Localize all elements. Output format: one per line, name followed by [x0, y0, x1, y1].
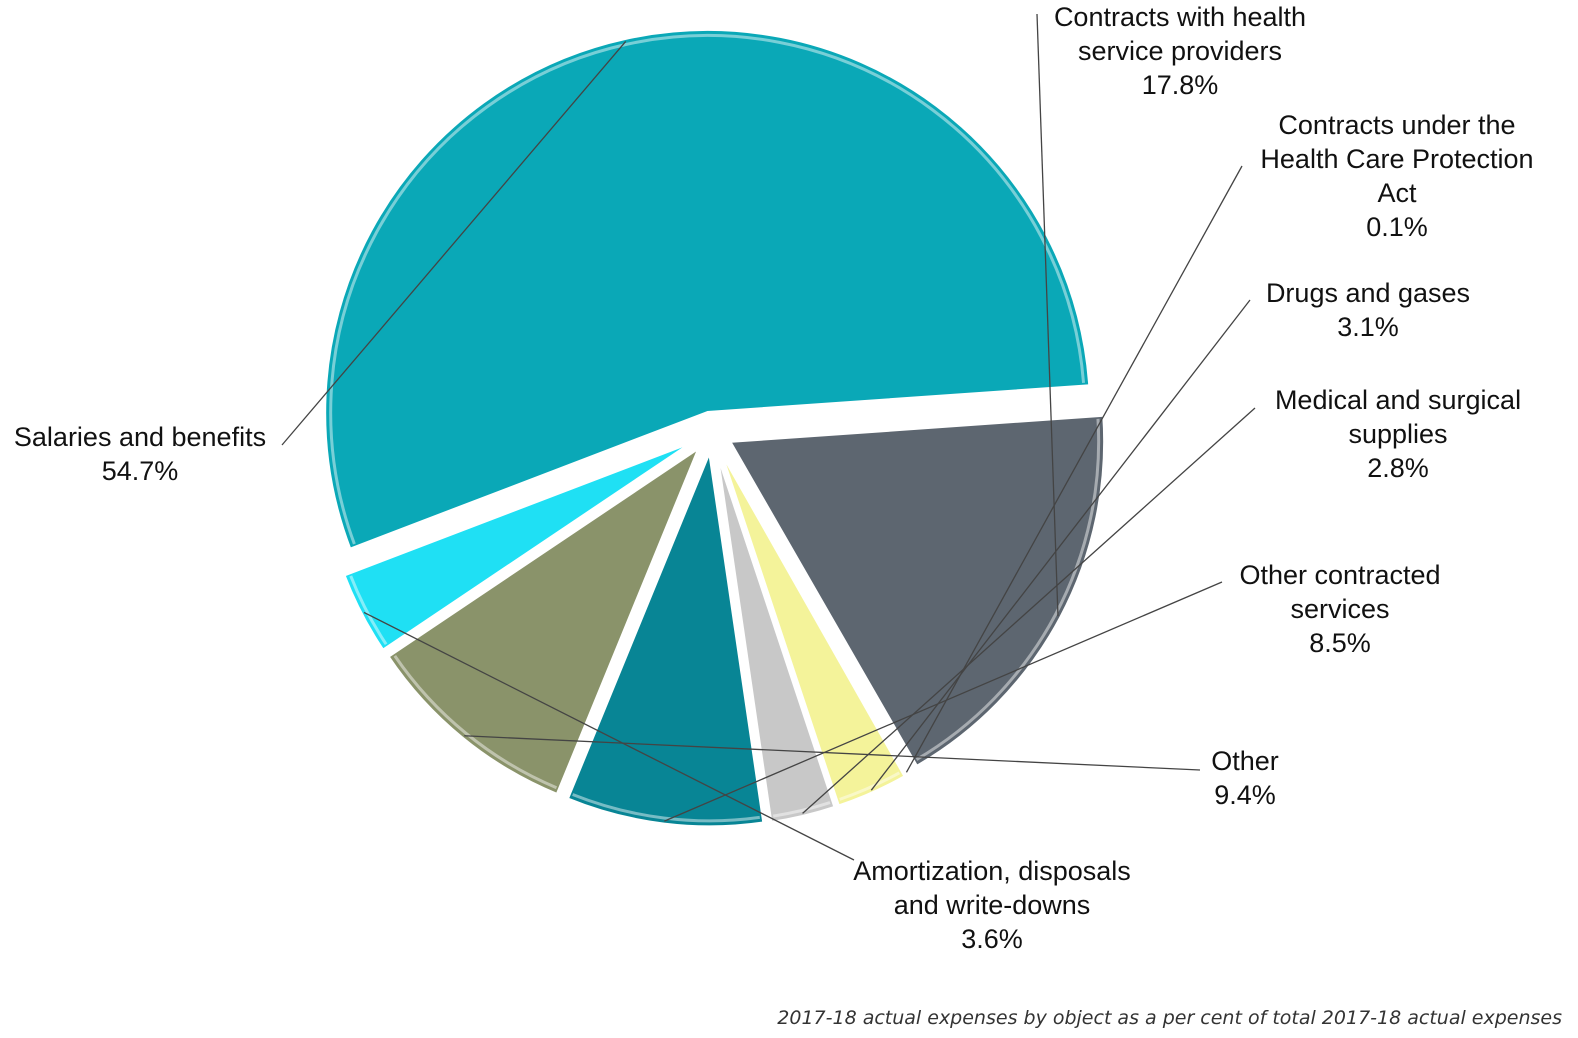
slice-label-line: services — [1290, 594, 1389, 624]
slice-label-other-contracted: Other contracted services 8.5% — [1239, 560, 1440, 658]
slice-labels: Contracts with health service providers 17… — [14, 2, 1534, 954]
slice-label-contracts-under-the: Contracts under the Health Care Protectio… — [1260, 110, 1533, 242]
chart-caption: 2017-18 actual expenses by object as a p… — [777, 1007, 1562, 1029]
slice-label-line: Health Care Protection — [1260, 144, 1533, 174]
leader-line-other-contracted — [664, 581, 1223, 822]
pie-slice-rim-medical-and-surgical — [772, 801, 831, 818]
leader-line-drugs-and-gases — [870, 299, 1251, 791]
pie-slice-rim-salaries-and-benefits — [329, 33, 1086, 545]
slice-label-line: 0.1% — [1366, 212, 1428, 242]
pie-slices — [323, 28, 1107, 829]
pie-slice-rim-other — [393, 655, 558, 790]
slice-label-medical-and-surgical: Medical and surgical supplies 2.8% — [1275, 385, 1521, 483]
slice-label-line: Amortization, disposals — [853, 856, 1131, 886]
pie-slice-rim-contracts-with-health — [915, 418, 1101, 761]
slice-label-line: 17.8% — [1142, 70, 1219, 100]
slice-label-line: Act — [1377, 178, 1417, 208]
slice-label-line: Other contracted — [1239, 560, 1440, 590]
pie-slice-amortization-disposals — [342, 439, 696, 653]
slice-label-line: 9.4% — [1214, 780, 1276, 810]
slice-label-salaries-and-benefits: Salaries and benefits 54.7% — [14, 422, 266, 486]
slice-label-line: 3.6% — [961, 924, 1023, 954]
slice-label-line: 2.8% — [1367, 453, 1429, 483]
slice-label-line: Contracts with health — [1054, 2, 1306, 32]
slice-label-line: Medical and surgical — [1275, 385, 1521, 415]
slice-label-line: 3.1% — [1337, 312, 1399, 342]
slice-label-line: Drugs and gases — [1266, 278, 1470, 308]
slice-label-line: Contracts under the — [1278, 110, 1515, 140]
pie-slice-contracts-under-the — [720, 448, 912, 778]
leader-line-amortization-disposals — [363, 611, 855, 861]
slice-label-other: Other 9.4% — [1211, 746, 1279, 810]
leader-line-salaries-and-benefits — [281, 40, 627, 446]
slice-label-contracts-with-health: Contracts with health service providers 17… — [1054, 2, 1306, 100]
pie-slice-rim-amortization-disposals — [349, 575, 388, 646]
leader-lines — [281, 13, 1256, 861]
slice-label-amortization-disposals: Amortization, disposals and write-downs 3.… — [853, 856, 1131, 954]
leader-line-other — [464, 735, 1201, 771]
pie-slice-rim-other-contracted — [572, 793, 760, 823]
slice-label-line: service providers — [1078, 36, 1282, 66]
pie-slice-medical-and-surgical — [715, 450, 837, 825]
pie-slice-other-contracted — [565, 446, 766, 829]
slice-label-line: and write-downs — [894, 890, 1091, 920]
pie-slice-rim-drugs-and-gases — [839, 771, 901, 801]
slice-label-line: 8.5% — [1309, 628, 1371, 658]
slice-label-line: Other — [1211, 746, 1279, 776]
slice-label-line: 54.7% — [102, 456, 179, 486]
leader-line-medical-and-surgical — [802, 407, 1256, 814]
leader-line-contracts-with-health — [1036, 13, 1059, 617]
pie-slice-other — [385, 443, 703, 797]
slice-label-line: supplies — [1348, 419, 1447, 449]
pie-slice-contracts-with-health — [727, 413, 1107, 769]
slice-label-line: Salaries and benefits — [14, 422, 266, 452]
pie-slice-drugs-and-gases — [718, 449, 908, 808]
slice-label-drugs-and-gases: Drugs and gases 3.1% — [1266, 278, 1470, 342]
pie-slice-salaries-and-benefits — [323, 28, 1092, 552]
